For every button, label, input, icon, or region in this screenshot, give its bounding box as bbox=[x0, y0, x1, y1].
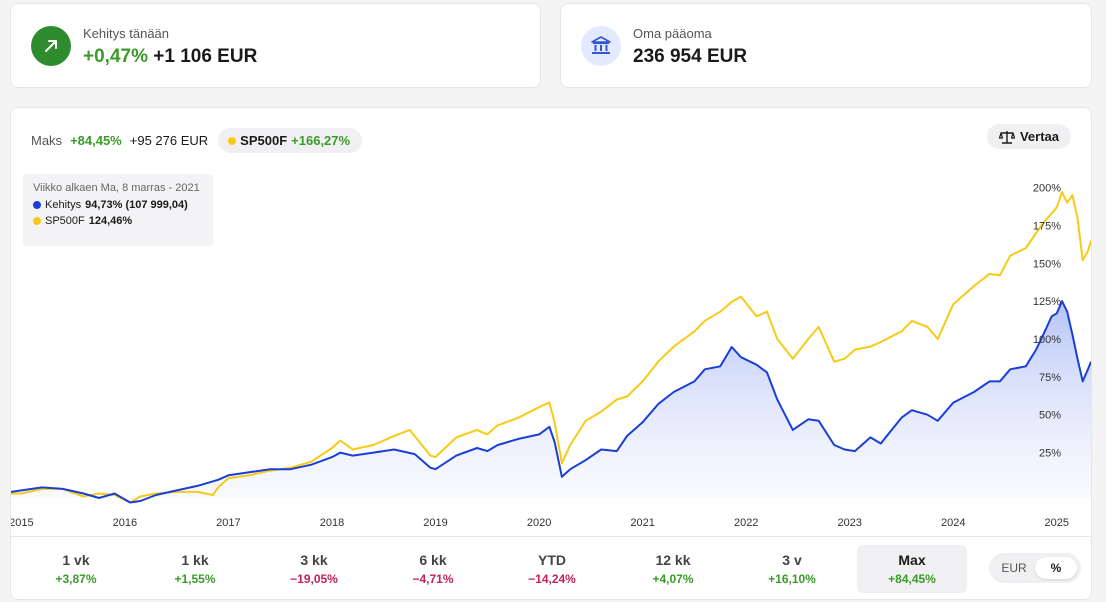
scale-icon bbox=[998, 130, 1015, 144]
period-label: Max bbox=[898, 552, 926, 568]
max-abs: +95 276 EUR bbox=[129, 133, 209, 148]
x-tick-label: 2021 bbox=[630, 517, 654, 529]
period-6m-button[interactable]: 6 kk −4,71% bbox=[378, 545, 488, 593]
period-ytd-button[interactable]: YTD −14,24% bbox=[497, 545, 607, 593]
period-12m-button[interactable]: 12 kk +4,07% bbox=[618, 545, 728, 593]
x-tick-label: 2018 bbox=[320, 517, 344, 529]
performance-chart-card: Maks +84,45% +95 276 EUR SP500F +166,27%… bbox=[10, 107, 1092, 600]
period-label: 12 kk bbox=[655, 552, 691, 568]
unit-toggle[interactable]: EUR % bbox=[989, 553, 1081, 583]
performance-chart[interactable]: 25% 50% 75% 100% 125% 150% 175% 200% 2015 2016 20… bbox=[11, 108, 1091, 536]
period-1w-button[interactable]: 1 vk +3,87% bbox=[21, 545, 131, 593]
portfolio-dot-icon bbox=[33, 201, 41, 209]
arrow-up-right-icon bbox=[31, 26, 71, 66]
equity-label: Oma pääoma bbox=[633, 26, 712, 41]
series-area-kehitys bbox=[11, 301, 1091, 503]
today-change-value: +0,47% +1 106 EUR bbox=[83, 46, 257, 68]
period-value: +16,10% bbox=[768, 572, 816, 586]
y-tick-label: 25% bbox=[1039, 448, 1061, 460]
x-tick-label: 2020 bbox=[527, 517, 551, 529]
period-value: −4,71% bbox=[412, 572, 454, 586]
x-tick-label: 2015 bbox=[11, 517, 34, 529]
tooltip-row-portfolio: Kehitys 94,73% (107 999,04) bbox=[33, 199, 203, 211]
period-3y-button[interactable]: 3 v +16,10% bbox=[737, 545, 847, 593]
period-label: 6 kk bbox=[419, 552, 447, 568]
period-value: +3,87% bbox=[55, 572, 97, 586]
today-change-abs: +1 106 EUR bbox=[153, 46, 258, 67]
tooltip-row-name: SP500F bbox=[45, 215, 85, 227]
period-1m-button[interactable]: 1 kk +1,55% bbox=[140, 545, 250, 593]
y-tick-label: 50% bbox=[1039, 410, 1061, 422]
y-tick-label: 200% bbox=[1033, 183, 1061, 195]
series-line-sp500f bbox=[11, 191, 1091, 504]
period-label: 3 kk bbox=[300, 552, 328, 568]
y-tick-label: 75% bbox=[1039, 372, 1061, 384]
max-summary-row: Maks +84,45% +95 276 EUR SP500F +166,27% bbox=[31, 128, 363, 153]
x-tick-label: 2025 bbox=[1045, 517, 1069, 529]
period-label: 1 vk bbox=[62, 552, 90, 568]
period-value: −14,24% bbox=[528, 572, 576, 586]
period-value: +84,45% bbox=[888, 572, 936, 586]
y-tick-label: 175% bbox=[1033, 220, 1061, 232]
benchmark-pct: +166,27% bbox=[291, 133, 351, 148]
bank-building-icon bbox=[581, 26, 621, 66]
benchmark-dot-icon bbox=[33, 217, 41, 225]
unit-option-eur[interactable]: EUR bbox=[1001, 561, 1027, 575]
y-tick-label: 150% bbox=[1033, 258, 1061, 270]
x-tick-label: 2017 bbox=[216, 517, 240, 529]
max-pct: +84,45% bbox=[70, 133, 122, 148]
tooltip-row-benchmark: SP500F 124,46% bbox=[33, 215, 203, 227]
period-label: 3 v bbox=[782, 552, 802, 568]
benchmark-dot-icon bbox=[228, 136, 237, 145]
x-tick-label: 2019 bbox=[423, 517, 447, 529]
x-tick-label: 2016 bbox=[113, 517, 137, 529]
tooltip-row-name: Kehitys bbox=[45, 199, 82, 211]
x-tick-label: 2022 bbox=[734, 517, 758, 529]
period-value: +1,55% bbox=[174, 572, 216, 586]
tooltip-row-value: 124,46% bbox=[88, 215, 133, 227]
x-tick-label: 2024 bbox=[941, 517, 965, 529]
equity-card: Oma pääoma 236 954 EUR bbox=[560, 3, 1092, 88]
period-3m-button[interactable]: 3 kk −19,05% bbox=[259, 545, 369, 593]
period-value: +4,07% bbox=[652, 572, 694, 586]
equity-value: 236 954 EUR bbox=[633, 46, 748, 67]
today-change-card: Kehitys tänään +0,47% +1 106 EUR bbox=[10, 3, 541, 88]
compare-button[interactable]: Vertaa bbox=[986, 124, 1071, 149]
period-selector: 1 vk +3,87% 1 kk +1,55% 3 kk −19,05% 6 k… bbox=[11, 536, 1091, 600]
x-tick-label: 2023 bbox=[837, 517, 861, 529]
series-line-kehitys bbox=[11, 300, 1091, 504]
period-max-button[interactable]: Max +84,45% bbox=[857, 545, 967, 593]
period-value: −19,05% bbox=[290, 572, 338, 586]
max-label: Maks bbox=[31, 133, 63, 148]
tooltip-row-value: 94,73% (107 999,04) bbox=[85, 199, 188, 211]
unit-option-percent[interactable]: % bbox=[1035, 557, 1077, 579]
y-tick-label: 100% bbox=[1033, 334, 1061, 346]
chart-tooltip: Viikko alkaen Ma, 8 marras - 2021 Kehity… bbox=[23, 174, 213, 246]
today-change-pct: +0,47% bbox=[83, 46, 148, 67]
period-label: YTD bbox=[538, 552, 566, 568]
period-label: 1 kk bbox=[181, 552, 209, 568]
today-change-label: Kehitys tänään bbox=[83, 26, 170, 41]
y-tick-label: 125% bbox=[1033, 296, 1061, 308]
compare-label: Vertaa bbox=[1019, 129, 1059, 144]
benchmark-chip[interactable]: SP500F +166,27% bbox=[218, 128, 363, 153]
benchmark-name: SP500F bbox=[240, 133, 288, 148]
tooltip-title: Viikko alkaen Ma, 8 marras - 2021 bbox=[33, 182, 200, 194]
